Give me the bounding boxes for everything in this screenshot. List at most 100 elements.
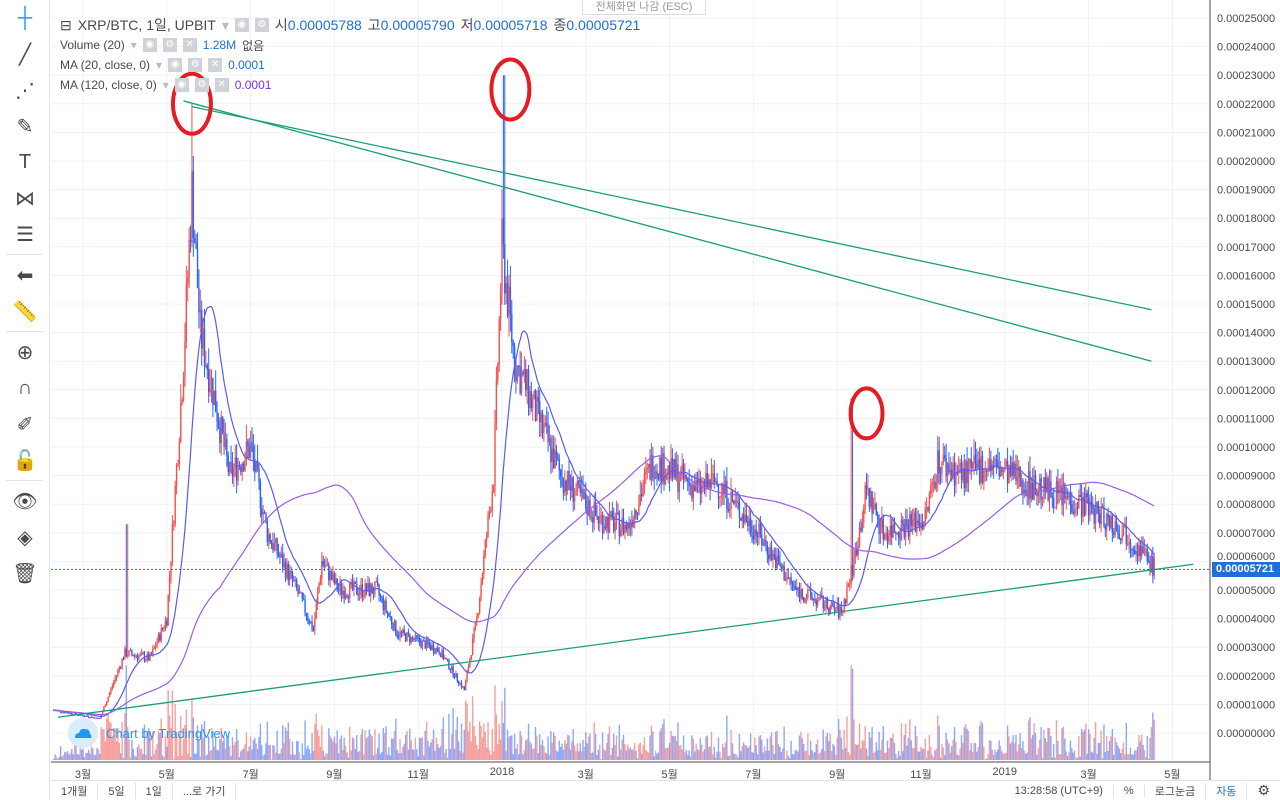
candle-body: [1136, 551, 1139, 557]
volume-bar: [795, 750, 798, 760]
volume-bar: [783, 726, 785, 760]
eye-icon[interactable]: ◉: [174, 78, 189, 92]
eye-icon[interactable]: ◉: [168, 58, 183, 72]
candle-body: [159, 634, 161, 641]
close-icon[interactable]: ✕: [208, 58, 223, 72]
lock-drawing-icon[interactable]: ✐: [16, 413, 34, 436]
range-5d[interactable]: 5일: [98, 782, 136, 799]
goto-date[interactable]: ...로 가기: [173, 782, 237, 799]
candle-body: [963, 468, 965, 488]
close-icon[interactable]: ✕: [214, 78, 229, 92]
symbol-title[interactable]: XRP/BTC, 1일, UPBIT: [77, 17, 216, 33]
volume-bar: [445, 749, 447, 760]
candle-body: [995, 459, 998, 461]
candle-body: [604, 526, 607, 529]
candle-body: [592, 517, 594, 523]
volume-bar: [289, 738, 291, 760]
volume-bar: [455, 729, 457, 760]
price-chart[interactable]: 0.000250000.000240000.000230000.00022000…: [51, 0, 1280, 780]
tradingview-watermark[interactable]: Chart by TradingView: [68, 718, 230, 748]
zoom-in-icon[interactable]: ⊕: [16, 341, 34, 364]
candle-body: [1093, 508, 1095, 524]
volume-bar: [163, 757, 165, 760]
ma20-value: 0.0001: [228, 58, 265, 72]
magnet-icon[interactable]: ∩: [17, 376, 33, 399]
log-scale-toggle[interactable]: 로그눈금: [1145, 782, 1207, 799]
range-1d[interactable]: 1일: [136, 782, 173, 799]
pitchfork-icon[interactable]: ⋰: [15, 79, 35, 102]
eye-icon[interactable]: ◉: [142, 38, 157, 52]
candle-body: [948, 463, 950, 473]
candle-body: [836, 604, 838, 610]
trash-icon[interactable]: 🗑: [12, 562, 38, 585]
clock[interactable]: 13:28:58 (UTC+9): [1005, 784, 1114, 797]
volume-bar: [418, 737, 421, 760]
trend-line-icon[interactable]: ╱: [18, 43, 32, 66]
candle-body: [999, 468, 1002, 477]
volume-bar: [628, 748, 630, 760]
eye-icon[interactable]: 👁: [12, 490, 38, 513]
text-icon[interactable]: T: [18, 150, 32, 173]
volume-bar: [696, 749, 699, 760]
volume-bar: [173, 759, 175, 760]
exit-fullscreen-button[interactable]: 전체화면 나감 (ESC): [582, 0, 706, 15]
indicator-ma120[interactable]: MA (120, close, 0): [60, 78, 157, 92]
dropdown-icon[interactable]: ▾: [221, 16, 229, 33]
candle-body: [495, 380, 498, 424]
candle-body: [689, 484, 692, 487]
candle-body: [594, 502, 597, 516]
candle-body: [202, 328, 204, 349]
candle-body: [688, 481, 690, 487]
candle-body: [332, 573, 334, 580]
candle-body: [611, 511, 614, 517]
volume-bar: [582, 739, 584, 760]
candle-body: [620, 529, 622, 537]
gear-icon[interactable]: ⚙: [188, 58, 203, 72]
gear-icon[interactable]: ⚙: [162, 38, 177, 52]
volume-bar: [712, 754, 714, 760]
prediction-icon[interactable]: ☰: [16, 223, 34, 246]
volume-bar: [694, 751, 696, 760]
gear-icon[interactable]: ⚙: [194, 78, 209, 92]
candle-body: [802, 597, 805, 603]
ruler-icon[interactable]: 📏: [12, 300, 38, 323]
brush-icon[interactable]: ✎: [16, 115, 34, 138]
candle-body: [97, 717, 100, 719]
candle-body: [145, 659, 147, 661]
volume-bar: [90, 746, 93, 760]
range-1m[interactable]: 1개월: [51, 782, 99, 799]
volume-bar: [835, 754, 837, 760]
auto-scale-toggle[interactable]: 자동: [1206, 782, 1248, 799]
back-arrow-icon[interactable]: ⬅: [16, 264, 34, 287]
unlock-icon[interactable]: 🔓: [12, 449, 38, 472]
layers-icon[interactable]: ◈: [17, 526, 33, 549]
candle-body: [667, 465, 669, 475]
candle-body: [382, 597, 384, 610]
collapse-icon[interactable]: ⊟: [60, 16, 72, 33]
eye-icon[interactable]: ◉: [234, 18, 249, 32]
volume-bar: [502, 723, 505, 760]
volume-bar: [1009, 743, 1012, 760]
volume-bar: [763, 746, 766, 760]
candle-body: [423, 640, 425, 642]
indicator-volume[interactable]: Volume (20): [60, 38, 125, 52]
candle-body: [406, 632, 408, 642]
close-icon[interactable]: ✕: [182, 38, 197, 52]
x-tick-label: 7월: [242, 769, 259, 781]
candle-body: [992, 465, 995, 467]
crosshair-icon[interactable]: ┼: [17, 6, 33, 29]
volume-bar: [618, 724, 621, 760]
candle-body: [326, 564, 329, 566]
volume-bar: [62, 755, 65, 760]
indicator-ma20[interactable]: MA (20, close, 0): [60, 58, 151, 72]
candle-body: [1040, 478, 1042, 500]
percent-toggle[interactable]: %: [1114, 784, 1145, 797]
settings-gear-icon[interactable]: ⚙: [1257, 782, 1270, 798]
pattern-icon[interactable]: ⋈: [15, 187, 35, 210]
gear-icon[interactable]: ⚙: [254, 18, 269, 32]
volume-bar: [294, 754, 296, 760]
volume-bar: [765, 751, 767, 760]
volume-bar: [932, 756, 935, 760]
volume-bar: [833, 745, 836, 760]
candle-body: [998, 466, 1000, 477]
